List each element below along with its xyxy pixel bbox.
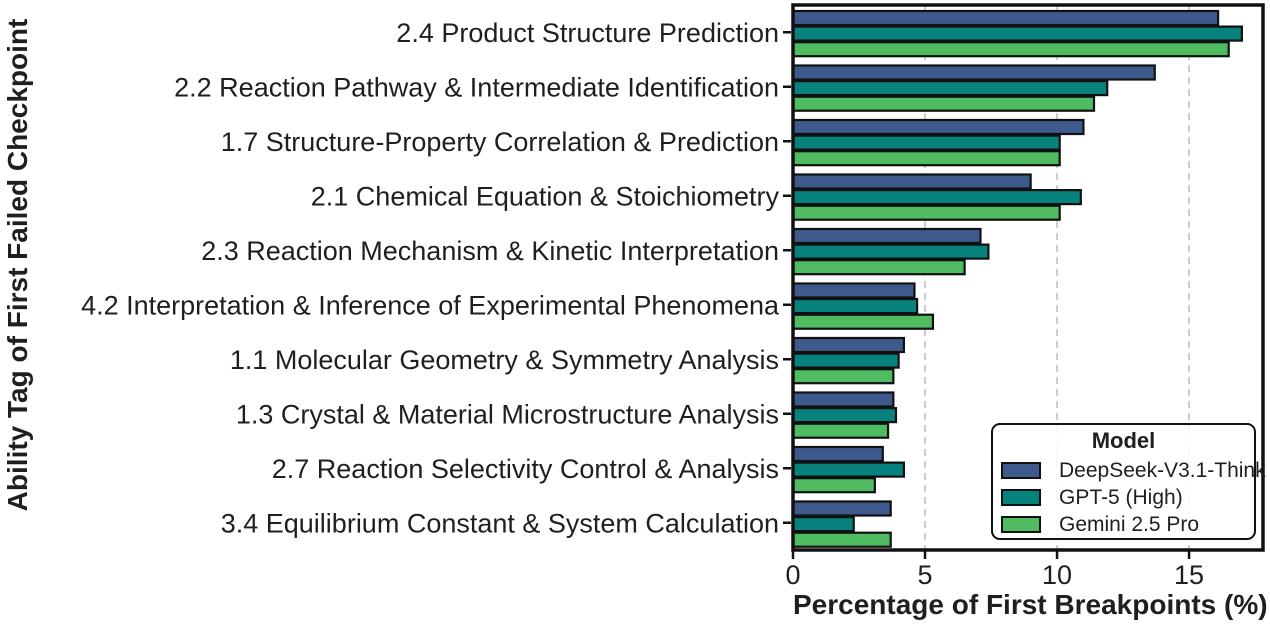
x-tick-label: 5 (918, 560, 933, 590)
category-label: 2.3 Reaction Mechanism & Kinetic Interpr… (201, 236, 779, 266)
bar (791, 391, 895, 408)
bar (791, 173, 1032, 190)
bar (791, 282, 916, 299)
bar (791, 298, 919, 315)
legend-label-deepseek: DeepSeek-V3.1-Think (1059, 458, 1266, 482)
bar (791, 445, 884, 463)
x-tick-label: 15 (1174, 560, 1204, 590)
legend-label-gpt5: GPT-5 (High) (1059, 485, 1183, 509)
category-label: 3.4 Equilibrium Constant & System Calcul… (221, 508, 779, 538)
category-label: 2.1 Chemical Equation & Stoichiometry (311, 181, 780, 211)
bar (791, 407, 898, 424)
bar (791, 189, 1082, 206)
x-tick-label: 0 (785, 560, 800, 590)
bar (791, 352, 900, 369)
bar (791, 95, 1096, 112)
bar (791, 515, 855, 533)
bar (791, 500, 892, 517)
bar (791, 25, 1243, 42)
bar (791, 204, 1061, 221)
legend-item-deepseek: DeepSeek-V3.1-Think (993, 457, 1266, 484)
category-label: 4.2 Interpretation & Inference of Experi… (81, 290, 780, 320)
bar (791, 531, 892, 548)
legend-swatch-deepseek (1001, 462, 1041, 479)
legend-item-gpt5: GPT-5 (High) (993, 484, 1254, 511)
category-label: 2.2 Reaction Pathway & Intermediate Iden… (174, 72, 779, 102)
bar (791, 150, 1061, 167)
bar (791, 41, 1230, 58)
bar (791, 336, 905, 354)
legend-swatch-gemini (1001, 516, 1041, 533)
bar (791, 259, 966, 276)
category-label: 1.1 Molecular Geometry & Symmetry Analys… (230, 345, 779, 375)
bar (791, 79, 1109, 97)
bar (791, 9, 1220, 27)
x-tick-label: 10 (1042, 560, 1072, 590)
category-label: 1.3 Crystal & Material Microstructure An… (236, 399, 779, 429)
category-label: 2.4 Product Structure Prediction (396, 18, 779, 48)
bar (791, 368, 895, 385)
bar (791, 422, 890, 439)
legend: Model DeepSeek-V3.1-Think GPT-5 (High) G… (991, 423, 1266, 540)
bar (791, 313, 935, 330)
x-axis-title: Percentage of First Breakpoints (%) (793, 589, 1268, 620)
plot-border (791, 3, 1265, 552)
category-label: 2.7 Reaction Selectivity Control & Analy… (272, 454, 779, 484)
legend-swatch-gpt5 (1001, 489, 1041, 506)
bar (791, 461, 905, 478)
legend-item-gemini: Gemini 2.5 Pro (993, 511, 1254, 538)
bar (791, 134, 1061, 151)
bar (791, 477, 876, 494)
legend-title: Model (1091, 428, 1156, 453)
legend-label-gemini: Gemini 2.5 Pro (1059, 512, 1200, 536)
bar (791, 64, 1156, 81)
category-label: 1.7 Structure-Property Correlation & Pre… (221, 127, 779, 157)
bar (791, 227, 982, 245)
bar (791, 243, 990, 260)
bar (791, 118, 1085, 136)
